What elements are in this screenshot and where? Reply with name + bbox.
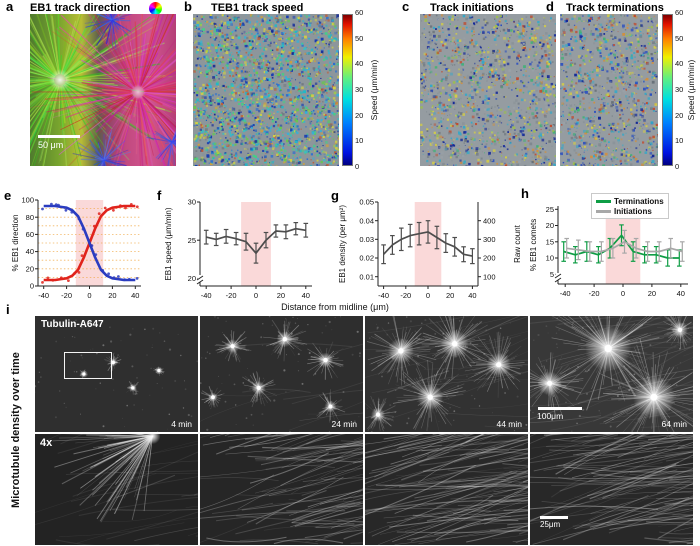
colorbar-b-ticks: 60 50 40 30 20 10 0 (355, 9, 363, 171)
tubulin-a647-tag: Tubulin-A647 (41, 319, 104, 330)
timestamp-24min: 24 min (331, 419, 357, 429)
scalebar-100um-label: 100μm (537, 411, 564, 421)
panel-label-c: c (402, 0, 410, 14)
scalebar-25um-label: 25μm (540, 520, 561, 529)
chart-h-canvas: -40 -20 0 20 40 5 10 15 20 25% EB1 comet… (529, 205, 688, 298)
colorbar-tick: 20 (355, 110, 364, 120)
panel-label-h: h (521, 186, 529, 201)
legend-swatch-initiations (596, 209, 611, 213)
colorbar-tick: 60 (675, 8, 684, 17)
zoom-image-4min (35, 434, 198, 545)
scalebar-25um (540, 516, 568, 519)
microtubule-density-side-label: Microtubule density over time (10, 352, 22, 508)
legend-row-terminations: Terminations (596, 196, 664, 206)
chart-e-canvas: -40 -20 0 20 40 0 20 40 60 80 100% EB1 d… (11, 196, 141, 300)
panel-a-title: EB1 track direction (30, 2, 131, 14)
timestamp-44min: 44 min (496, 419, 522, 429)
legend: Terminations Initiations (591, 193, 669, 219)
shared-x-axis-label: Distance from midline (μm) (281, 302, 389, 312)
zoom-region-box (64, 352, 112, 379)
chart-g-canvas: -40 -20 0 20 40 0.01 0.02 0.03 0.04 0.05… (338, 198, 522, 300)
colorbar-tick: 20 (675, 110, 684, 120)
colorbar-tick: 60 (355, 8, 364, 17)
legend-row-initiations: Initiations (596, 206, 664, 216)
legend-label-terminations: Terminations (614, 196, 664, 206)
panel-d-title: Track terminations (566, 2, 664, 14)
zoom-image-44min (365, 434, 528, 545)
panel-a-scalebar (38, 135, 80, 138)
colorbar-tick: 30 (675, 84, 684, 94)
colorbar-b (342, 14, 353, 166)
panel-label-d: d (546, 0, 554, 14)
panel-label-g: g (331, 188, 339, 203)
colorbar-tick: 40 (675, 59, 684, 69)
scalebar-100um (538, 407, 582, 410)
colorbar-b-label: Speed (μm/min) (369, 59, 379, 121)
colorbar-d (662, 14, 673, 166)
colorbar-d-ticks: 60 50 40 30 20 10 0 (675, 9, 683, 171)
magnification-tag: 4x (40, 437, 53, 449)
tubulin-image-24min (200, 316, 363, 432)
panel-a-scalebar-label: 50 μm (38, 140, 64, 150)
colorbar-tick: 0 (675, 161, 680, 171)
legend-swatch-terminations (596, 199, 611, 203)
colorbar-tick: 40 (355, 59, 364, 69)
panel-d-image (560, 14, 658, 166)
colorbar-tick: 30 (355, 84, 364, 94)
zoom-image-24min (200, 434, 363, 545)
colorbar-tick: 10 (355, 136, 364, 146)
tubulin-image-44min (365, 316, 528, 432)
panel-label-e: e (4, 188, 12, 203)
panel-label-i: i (6, 302, 10, 317)
colorbar-tick: 10 (675, 136, 684, 146)
panel-label-a: a (6, 0, 14, 14)
panel-c-title: Track initiations (430, 2, 514, 14)
panel-b-image (193, 14, 339, 166)
colorbar-tick: 0 (355, 161, 360, 171)
panel-label-f: f (157, 188, 162, 203)
panel-c-image (420, 14, 556, 166)
direction-colorwheel-icon (149, 2, 162, 15)
legend-label-initiations: Initiations (614, 206, 652, 216)
panel-a-image (30, 14, 176, 166)
colorbar-d-label: Speed (μm/min) (686, 59, 696, 121)
colorbar-tick: 50 (355, 33, 364, 43)
panel-label-b: b (184, 0, 192, 14)
timestamp-4min: 4 min (171, 419, 192, 429)
tubulin-image-64min (530, 316, 693, 432)
tubulin-image-4min (35, 316, 198, 432)
zoom-image-64min (530, 434, 693, 545)
panel-b-title: TEB1 track speed (211, 2, 304, 14)
timestamp-64min: 64 min (661, 419, 687, 429)
colorbar-tick: 50 (675, 33, 684, 43)
